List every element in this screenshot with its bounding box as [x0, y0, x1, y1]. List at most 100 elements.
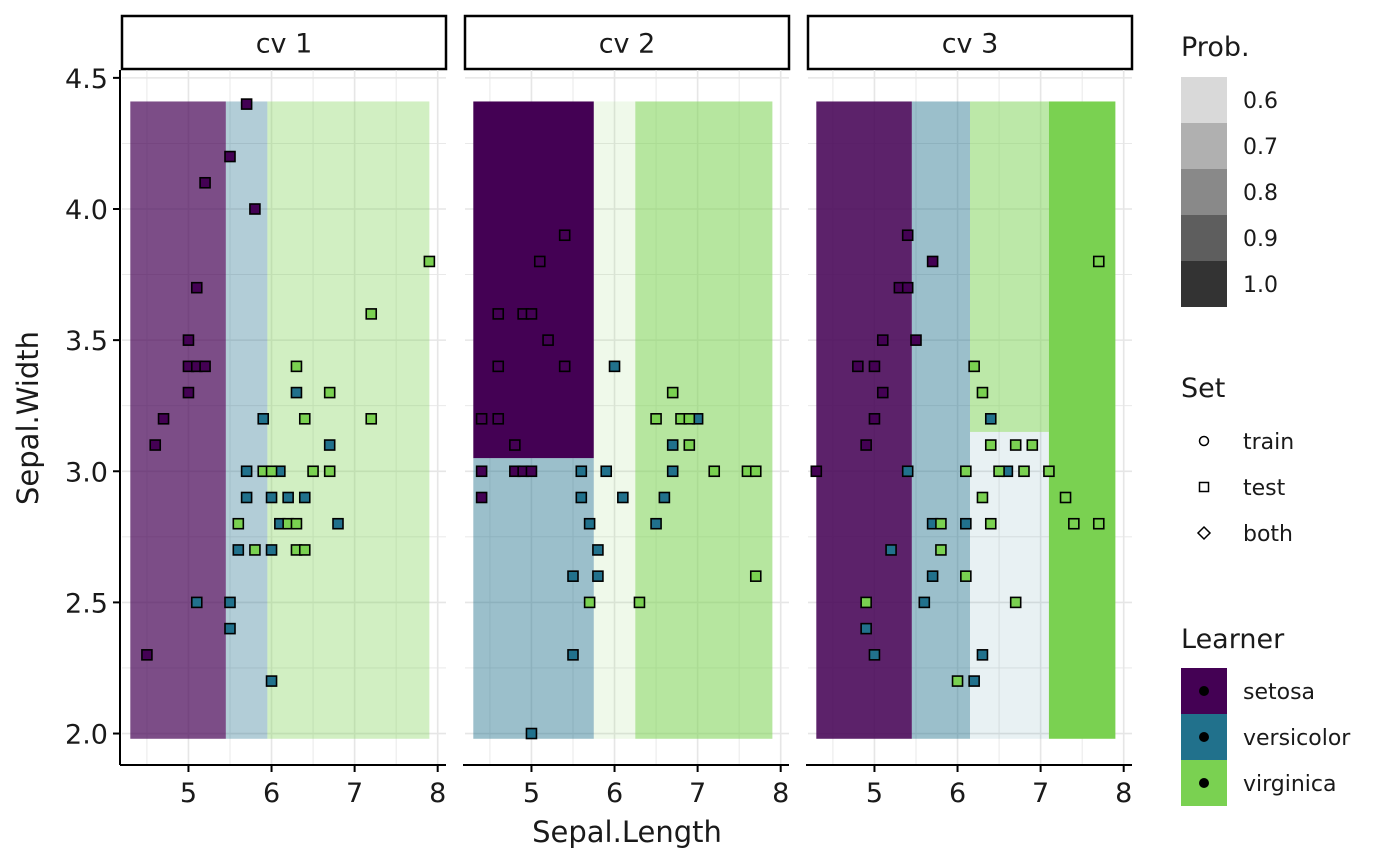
- point-virginica: [951, 675, 964, 687]
- facet-strip-label: cv 1: [256, 29, 313, 60]
- point-versicolor: [282, 491, 294, 504]
- legend-set-label: train: [1243, 430, 1294, 455]
- point-virginica: [976, 386, 989, 399]
- point-versicolor: [240, 491, 253, 504]
- point-virginica: [935, 544, 947, 556]
- x-tick-label: 7: [346, 778, 363, 809]
- point-versicolor: [860, 622, 872, 635]
- point-versicolor: [868, 649, 881, 661]
- point-versicolor: [265, 491, 278, 504]
- point-versicolor: [658, 491, 671, 504]
- region-versicolor: [473, 458, 594, 739]
- region-virginica: [593, 101, 636, 739]
- x-tick-label: 6: [949, 778, 966, 809]
- legend-learner-dot-icon: [1199, 732, 1209, 742]
- point-virginica: [290, 360, 303, 373]
- point-versicolor: [666, 439, 679, 451]
- point-setosa: [492, 308, 505, 320]
- point-setosa: [533, 255, 546, 268]
- point-virginica: [365, 413, 378, 425]
- point-versicolor: [240, 465, 253, 478]
- region-setosa: [130, 101, 226, 739]
- legend-prob-key: [1181, 123, 1227, 169]
- point-versicolor: [323, 439, 336, 451]
- point-setosa: [525, 308, 538, 320]
- point-setosa: [901, 281, 914, 294]
- point-virginica: [960, 570, 972, 582]
- point-versicolor: [190, 596, 203, 609]
- point-virginica: [265, 465, 278, 478]
- point-versicolor: [224, 622, 236, 635]
- prediction-regions: [473, 101, 773, 739]
- point-virginica: [1068, 517, 1080, 530]
- point-virginica: [968, 360, 980, 373]
- panel-2: cv 2: [463, 14, 791, 765]
- point-versicolor: [926, 570, 939, 582]
- region-virginica: [970, 101, 1049, 432]
- region-setosa: [473, 101, 594, 459]
- legend-learner-label: virginica: [1243, 772, 1337, 797]
- point-setosa: [868, 360, 881, 373]
- point-virginica: [365, 308, 378, 320]
- point-versicolor: [332, 517, 344, 530]
- point-virginica: [708, 465, 721, 478]
- legend-learner-label: setosa: [1243, 680, 1315, 705]
- point-virginica: [298, 413, 311, 425]
- x-tick-label: 8: [429, 778, 446, 809]
- point-versicolor: [960, 517, 972, 530]
- point-setosa: [182, 334, 195, 346]
- region-setosa: [816, 101, 912, 739]
- panels-layer: cv 1 cv 2 cv 3: [120, 14, 1134, 765]
- point-versicolor: [525, 727, 538, 740]
- facet-strip-label: cv 3: [942, 29, 999, 60]
- point-versicolor: [600, 465, 613, 478]
- point-setosa: [926, 255, 939, 268]
- point-setosa: [492, 360, 505, 373]
- point-versicolor: [567, 649, 579, 661]
- point-versicolor: [592, 544, 604, 556]
- legend-learner-label: versicolor: [1243, 726, 1351, 751]
- legend-set-title: Set: [1181, 373, 1225, 404]
- y-tick-label: 4.0: [65, 195, 108, 226]
- point-versicolor: [257, 413, 270, 425]
- point-setosa: [868, 413, 881, 425]
- point-setosa: [542, 334, 554, 346]
- point-virginica: [1009, 596, 1022, 609]
- point-virginica: [307, 465, 319, 478]
- point-virginica: [1059, 491, 1072, 504]
- region-virginica: [267, 101, 430, 739]
- point-versicolor: [666, 465, 679, 478]
- point-versicolor: [575, 491, 588, 504]
- legend-prob-key: [1181, 77, 1227, 123]
- point-virginica: [1043, 465, 1055, 478]
- region-versicolor: [970, 431, 1049, 739]
- legend-prob-label: 0.9: [1243, 227, 1278, 252]
- panel-1: cv 1: [120, 14, 448, 765]
- x-tick-label: 7: [689, 778, 706, 809]
- point-versicolor: [583, 517, 596, 530]
- point-setosa: [492, 413, 505, 425]
- y-tick-label: 3.5: [65, 326, 108, 357]
- point-setosa: [475, 491, 488, 504]
- point-virginica: [298, 544, 311, 556]
- point-virginica: [323, 465, 336, 478]
- point-virginica: [249, 544, 261, 556]
- point-virginica: [976, 491, 989, 504]
- point-virginica: [860, 596, 872, 609]
- point-setosa: [901, 229, 914, 242]
- point-versicolor: [592, 570, 604, 582]
- point-virginica: [1018, 465, 1030, 478]
- test-points: [475, 229, 762, 740]
- y-tick-label: 4.5: [65, 64, 108, 95]
- x-tick-label: 6: [606, 778, 623, 809]
- x-tick-label: 5: [523, 778, 540, 809]
- legend-prob-title: Prob.: [1181, 32, 1250, 63]
- x-tick-label: 5: [180, 778, 197, 809]
- point-virginica: [583, 596, 596, 609]
- x-tick-label: 8: [772, 778, 789, 809]
- point-virginica: [633, 596, 646, 609]
- point-setosa: [141, 649, 153, 661]
- point-virginica: [984, 439, 997, 451]
- point-versicolor: [901, 465, 914, 478]
